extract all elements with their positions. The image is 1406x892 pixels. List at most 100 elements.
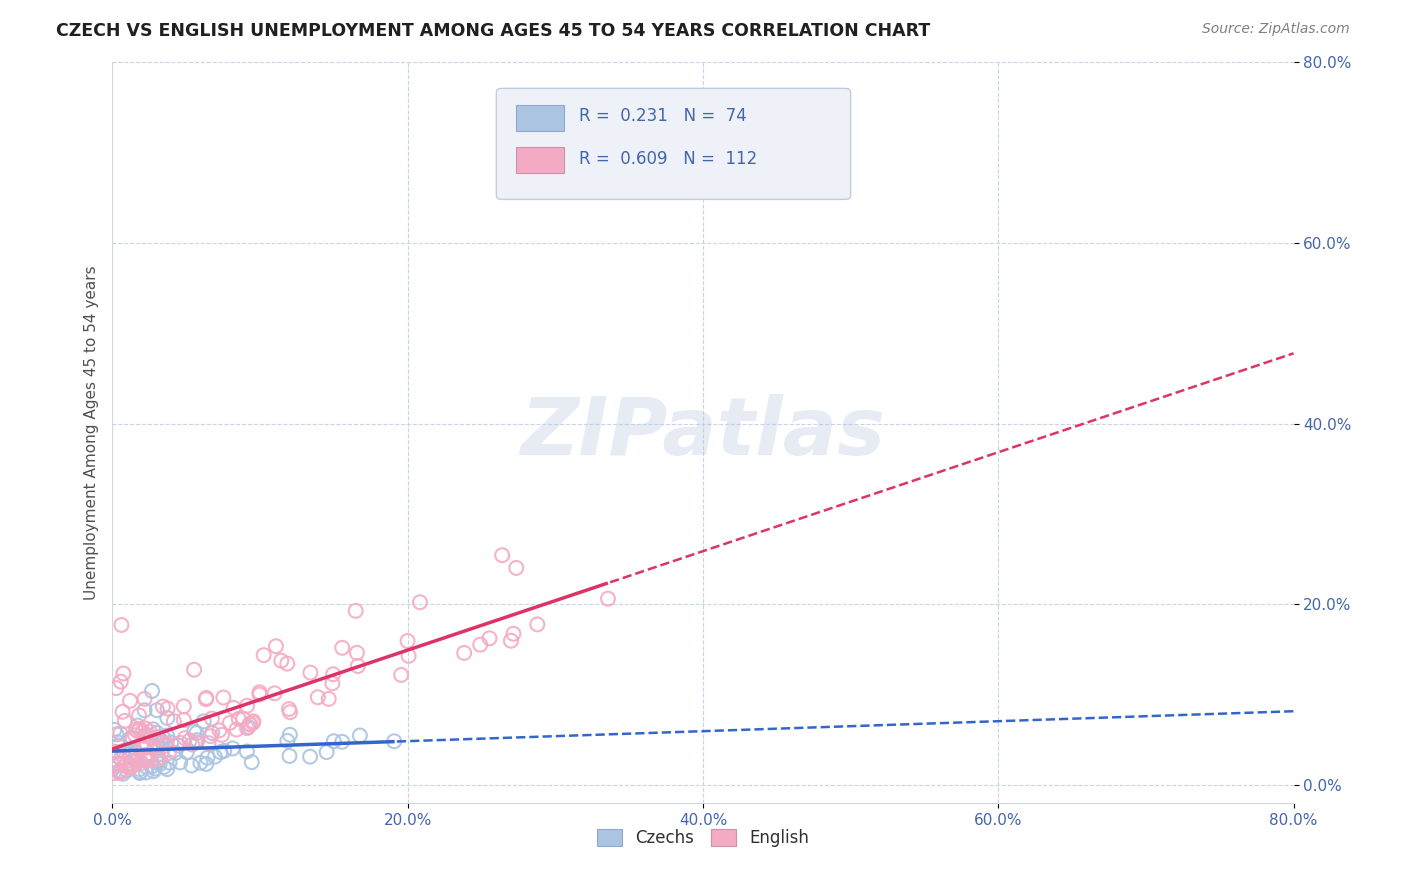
Point (139, 753, 162, 767)
Point (322, 667, 344, 681)
Point (103, 766, 125, 780)
Point (453, 646, 475, 660)
Point (209, 745, 232, 759)
Point (132, 724, 155, 739)
Point (146, 703, 169, 717)
Point (228, 712, 250, 726)
Point (118, 747, 141, 761)
Point (152, 699, 174, 714)
Point (127, 755, 149, 769)
Point (149, 757, 172, 772)
Point (211, 728, 233, 742)
Point (148, 752, 170, 766)
Point (322, 734, 344, 748)
Point (277, 702, 299, 716)
Point (222, 701, 245, 715)
Point (111, 705, 134, 719)
Point (186, 726, 208, 740)
Point (111, 764, 134, 779)
Point (134, 740, 156, 755)
Point (136, 752, 159, 766)
Point (596, 591, 619, 606)
Point (146, 726, 169, 740)
Point (152, 731, 174, 746)
Point (239, 717, 262, 731)
Point (176, 745, 198, 759)
Bar (516, 104, 564, 131)
Point (240, 755, 263, 769)
Point (112, 744, 135, 758)
Point (526, 617, 548, 632)
Point (150, 747, 173, 761)
Point (135, 728, 157, 742)
Point (110, 752, 132, 766)
Point (142, 723, 165, 737)
Text: CZECH VS ENGLISH UNEMPLOYMENT AMONG AGES 45 TO 54 YEARS CORRELATION CHART: CZECH VS ENGLISH UNEMPLOYMENT AMONG AGES… (56, 22, 931, 40)
Point (221, 741, 243, 756)
Point (156, 711, 179, 725)
Point (131, 756, 153, 770)
Point (389, 668, 412, 682)
Point (200, 729, 222, 743)
Point (136, 751, 159, 765)
Point (330, 735, 353, 749)
Point (129, 764, 152, 779)
Point (236, 698, 259, 713)
Point (121, 759, 143, 773)
Point (330, 640, 353, 655)
Point (114, 714, 136, 728)
Point (382, 734, 405, 748)
Point (179, 733, 201, 747)
Point (208, 723, 231, 738)
Text: R =  0.231   N =  74: R = 0.231 N = 74 (579, 108, 747, 126)
Point (132, 729, 155, 743)
Point (276, 657, 298, 671)
Point (264, 639, 287, 653)
FancyBboxPatch shape (496, 88, 851, 200)
Point (108, 766, 131, 780)
Point (118, 760, 141, 774)
Point (139, 731, 162, 745)
Point (321, 676, 343, 690)
Point (110, 674, 132, 689)
Point (155, 736, 177, 750)
Legend: Czechs, English: Czechs, English (591, 822, 815, 854)
Point (204, 749, 226, 764)
Point (278, 728, 301, 742)
Point (121, 754, 143, 768)
Point (242, 714, 264, 729)
Point (396, 634, 419, 648)
Point (141, 684, 163, 698)
Text: R =  0.609   N =  112: R = 0.609 N = 112 (579, 150, 758, 168)
Point (318, 692, 340, 706)
Point (478, 632, 501, 646)
Point (409, 595, 432, 609)
Point (186, 733, 208, 747)
Point (135, 753, 157, 767)
Point (131, 739, 153, 754)
Point (236, 744, 259, 758)
Point (160, 735, 183, 749)
Point (108, 764, 131, 778)
Point (128, 762, 150, 776)
Point (183, 724, 205, 739)
Point (307, 690, 329, 705)
Point (150, 735, 173, 749)
Point (180, 758, 202, 772)
Point (105, 681, 128, 695)
Point (502, 626, 524, 640)
Point (105, 727, 128, 741)
Point (103, 723, 125, 737)
Point (157, 746, 180, 760)
Point (146, 740, 169, 755)
Point (135, 722, 157, 736)
Point (347, 659, 370, 673)
Point (169, 756, 191, 770)
Point (118, 757, 141, 772)
Point (276, 734, 298, 748)
Point (218, 715, 240, 730)
Point (253, 648, 276, 662)
Point (186, 735, 208, 749)
Point (173, 699, 195, 714)
Point (112, 666, 135, 681)
